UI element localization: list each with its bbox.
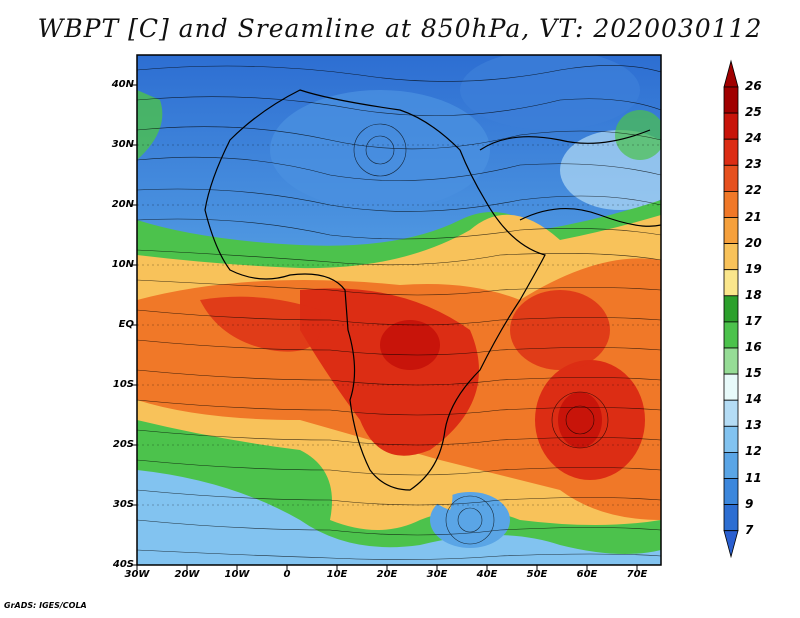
colorbar-level-label: 13 bbox=[745, 418, 762, 433]
colorbar-cell bbox=[723, 478, 739, 506]
lat-tick-label: 40S bbox=[112, 559, 134, 570]
lon-tick-label: 30W bbox=[124, 569, 150, 580]
colorbar-level-label: 15 bbox=[745, 366, 762, 381]
colorbar-cell bbox=[723, 295, 739, 323]
lat-tick-label: 30S bbox=[112, 499, 134, 510]
lon-tick-label: 30E bbox=[426, 569, 448, 580]
colorbar-max-arrow bbox=[723, 59, 739, 88]
lat-tick-label: EQ bbox=[118, 319, 134, 330]
lon-tick-label: 20W bbox=[174, 569, 200, 580]
colorbar-cell bbox=[723, 243, 739, 271]
colorbar-level-label: 22 bbox=[745, 183, 762, 198]
graticule bbox=[137, 144, 661, 506]
map-border bbox=[136, 54, 662, 566]
streamlines bbox=[137, 65, 661, 560]
colorbar-cell bbox=[723, 425, 739, 453]
coastlines bbox=[204, 89, 661, 491]
colorbar-level-label: 16 bbox=[745, 340, 762, 354]
colorbar-level-label: 26 bbox=[745, 79, 762, 93]
lat-tick-label: 20N bbox=[111, 199, 134, 210]
colorbar-level-label: 17 bbox=[745, 313, 762, 328]
lon-tick-label: 60E bbox=[576, 569, 598, 580]
colorbar-cell bbox=[723, 164, 739, 192]
colorbar-cell bbox=[723, 451, 739, 479]
colorbar-cell bbox=[723, 347, 739, 375]
colorbar-level-label: 23 bbox=[745, 157, 762, 172]
page-title: WBPT [C] and Sreamline at 850hPa, VT: 20… bbox=[37, 14, 763, 43]
colorbar-cell bbox=[723, 112, 739, 140]
colorbar-level-label: 24 bbox=[745, 131, 762, 146]
colorbar-cell bbox=[723, 269, 739, 297]
lat-tick-label: 10N bbox=[111, 259, 134, 270]
colorbar-level-label: 20 bbox=[745, 235, 762, 250]
lon-tick-label: 40E bbox=[476, 569, 498, 580]
colorbar-cell bbox=[723, 86, 739, 114]
colorbar-level-label: 12 bbox=[745, 444, 762, 459]
lon-tick-label: 10W bbox=[224, 569, 250, 580]
colorbar-level-label: 11 bbox=[745, 470, 762, 485]
colorbar-level-label: 18 bbox=[745, 287, 762, 302]
colorbar-level-label: 19 bbox=[745, 261, 762, 276]
lon-tick-label: 10E bbox=[326, 569, 348, 580]
colorbar-level-label: 25 bbox=[745, 105, 762, 120]
lon-tick-label: 50E bbox=[526, 569, 548, 580]
colorbar-level-label: 14 bbox=[745, 392, 762, 407]
lat-tick-label: 30N bbox=[111, 139, 134, 150]
colorbar-level-label: 7 bbox=[745, 522, 754, 537]
colorbar-cell bbox=[723, 190, 739, 218]
colorbar-cell bbox=[723, 138, 739, 166]
colorbar-cell bbox=[723, 373, 739, 401]
colorbar-cell bbox=[723, 217, 739, 245]
temperature-field bbox=[137, 55, 661, 565]
lon-tick-label: 20E bbox=[376, 569, 398, 580]
colorbar-cell bbox=[723, 504, 739, 532]
lat-tick-label: 40N bbox=[111, 79, 134, 90]
lat-tick-label: 10S bbox=[112, 379, 134, 390]
colorbar-level-label: 21 bbox=[745, 209, 762, 224]
lon-tick-label: 0 bbox=[283, 569, 291, 580]
lat-tick-label: 20S bbox=[112, 439, 134, 450]
lon-tick-label: 70E bbox=[626, 569, 648, 580]
colorbar-min-arrow bbox=[723, 530, 739, 559]
colorbar-level-label: 9 bbox=[745, 496, 754, 511]
colorbar-cell bbox=[723, 321, 739, 349]
colorbar-cell bbox=[723, 399, 739, 427]
credit-text: GrADS: IGES/COLA bbox=[4, 601, 87, 610]
